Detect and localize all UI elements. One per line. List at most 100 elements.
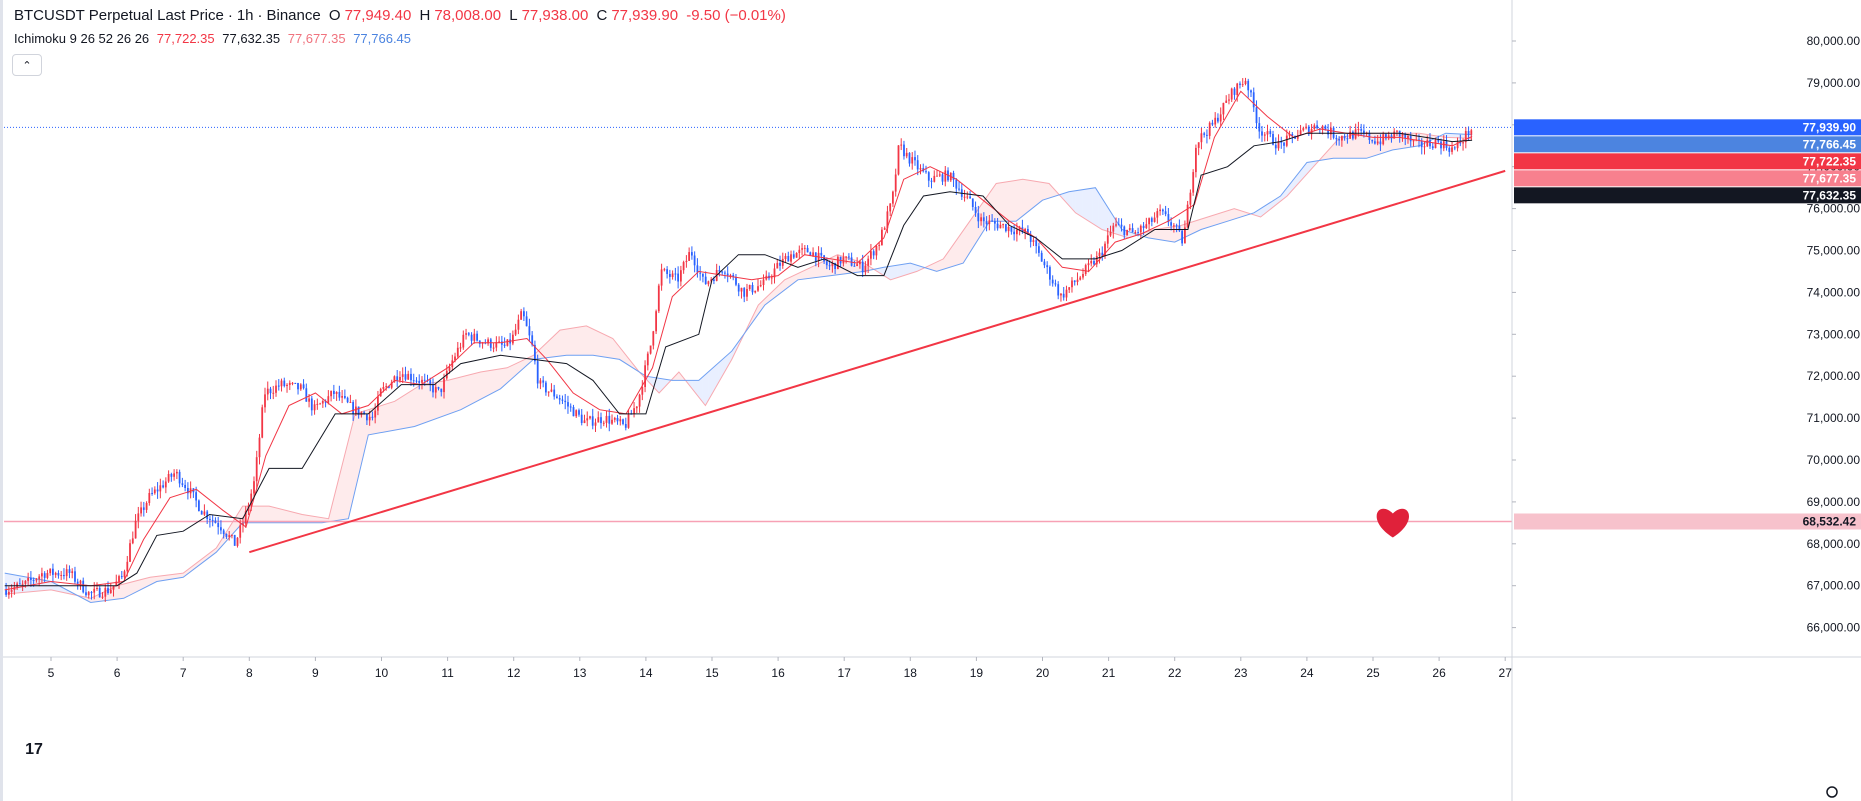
candle-body xyxy=(148,493,151,503)
candle-body xyxy=(187,488,189,494)
candle-body xyxy=(1106,235,1109,244)
collapse-legend-button[interactable]: ⌃ xyxy=(12,54,42,76)
cloud-segment xyxy=(1072,190,1076,213)
symbol-name[interactable]: BTCUSDT Perpetual Last Price xyxy=(14,7,224,24)
cloud-segment xyxy=(262,506,266,523)
cloud-segment xyxy=(1002,181,1007,222)
cloud-segment xyxy=(64,588,68,594)
time-axis-label[interactable]: 18 xyxy=(904,666,918,680)
candle-body xyxy=(539,380,542,384)
candle-body xyxy=(65,569,68,577)
cloud-segment xyxy=(913,264,917,273)
candle-body xyxy=(96,588,98,589)
candle-body xyxy=(1192,172,1195,193)
time-axis-label[interactable]: 8 xyxy=(246,666,253,680)
candle-body xyxy=(1412,139,1415,142)
candle-body xyxy=(1258,123,1261,132)
time-axis-label[interactable]: 23 xyxy=(1234,666,1248,680)
candle-body xyxy=(371,416,374,418)
candle-body xyxy=(1095,256,1098,265)
candle-body xyxy=(19,583,21,585)
candle-body xyxy=(1010,226,1013,232)
cloud-segment xyxy=(553,333,557,357)
price-axis-label: 80,000.00 xyxy=(1807,34,1861,48)
candle-body xyxy=(1291,134,1294,136)
cloud-segment xyxy=(999,182,1003,222)
candle-body xyxy=(1197,142,1200,148)
cloud-segment xyxy=(170,574,174,580)
cloud-segment xyxy=(622,351,627,364)
candle-body xyxy=(440,388,443,393)
time-axis-label[interactable]: 6 xyxy=(114,666,121,680)
ichimoku-conversion-value: 77,722.35 xyxy=(156,31,215,46)
candle-body xyxy=(1236,83,1239,95)
candle-body xyxy=(1217,117,1219,122)
time-axis-label[interactable]: 10 xyxy=(375,666,389,680)
candle-body xyxy=(1360,129,1363,131)
candle-body xyxy=(613,418,616,420)
candle-body xyxy=(1175,225,1178,227)
gear-icon[interactable] xyxy=(1826,786,1838,798)
candle-body xyxy=(437,387,440,389)
cloud-segment xyxy=(404,393,408,429)
candle-body xyxy=(222,530,225,534)
candle-body xyxy=(803,247,806,249)
candle-body xyxy=(754,290,757,293)
time-axis-label[interactable]: 20 xyxy=(1036,666,1050,680)
time-axis-label[interactable]: 7 xyxy=(180,666,187,680)
time-axis-label[interactable]: 19 xyxy=(970,666,984,680)
candle-body xyxy=(1418,139,1420,141)
cloud-segment xyxy=(206,553,210,560)
cloud-segment xyxy=(1151,229,1155,239)
candle-body xyxy=(583,420,586,423)
time-axis-label[interactable]: 5 xyxy=(48,666,55,680)
cloud-segment xyxy=(1353,134,1357,159)
cloud-segment xyxy=(953,240,957,267)
candle-body xyxy=(24,581,27,584)
cloud-segment xyxy=(302,514,306,523)
candle-body xyxy=(1299,130,1302,136)
time-axis-label[interactable]: 15 xyxy=(705,666,719,680)
plot-area[interactable] xyxy=(4,77,1512,604)
cloud-segment xyxy=(804,268,808,279)
time-axis-label[interactable]: 12 xyxy=(507,666,521,680)
time-axis-label[interactable]: 27 xyxy=(1499,666,1513,680)
candle-body xyxy=(54,573,57,575)
cloud-segment xyxy=(950,244,954,268)
time-axis-label[interactable]: 22 xyxy=(1168,666,1182,680)
time-axis-label[interactable]: 17 xyxy=(838,666,852,680)
time-axis-label[interactable]: 14 xyxy=(639,666,653,680)
time-axis-label[interactable]: 25 xyxy=(1366,666,1380,680)
time-axis-label[interactable]: 16 xyxy=(771,666,785,680)
candle-body xyxy=(1040,252,1043,262)
price-axis-label: 71,000.00 xyxy=(1807,411,1861,425)
time-axis-label[interactable]: 11 xyxy=(441,666,454,680)
time-axis-label[interactable]: 24 xyxy=(1300,666,1314,680)
time-axis-label[interactable]: 21 xyxy=(1102,666,1116,680)
tradingview-logo[interactable]: 17 xyxy=(14,736,54,764)
candle-body xyxy=(889,203,892,212)
cloud-segment xyxy=(427,383,432,422)
indicator-legend[interactable]: Ichimoku 9 26 52 26 26 77,722.35 77,632.… xyxy=(14,31,415,46)
time-axis-label[interactable]: 13 xyxy=(573,666,587,680)
interval[interactable]: 1h xyxy=(236,7,254,24)
candle-body xyxy=(512,334,514,344)
candle-body xyxy=(624,424,627,428)
cloud-segment xyxy=(289,511,293,523)
candle-body xyxy=(558,398,561,400)
candle-body xyxy=(1352,131,1354,139)
candle-body xyxy=(264,394,266,408)
indicator-name[interactable]: Ichimoku 9 26 52 26 26 xyxy=(14,31,150,46)
candle-body xyxy=(131,538,134,544)
cloud-segment xyxy=(725,354,729,371)
candle-body xyxy=(680,270,682,282)
cloud-segment xyxy=(887,266,891,280)
time-axis-label[interactable]: 9 xyxy=(312,666,319,680)
cloud-segment xyxy=(1154,229,1159,240)
candle-body xyxy=(1068,287,1071,290)
cloud-segment xyxy=(265,506,270,523)
cloud-segment xyxy=(1108,208,1112,233)
time-axis-label[interactable]: 26 xyxy=(1432,666,1446,680)
price-axis-label: 73,000.00 xyxy=(1807,327,1861,341)
